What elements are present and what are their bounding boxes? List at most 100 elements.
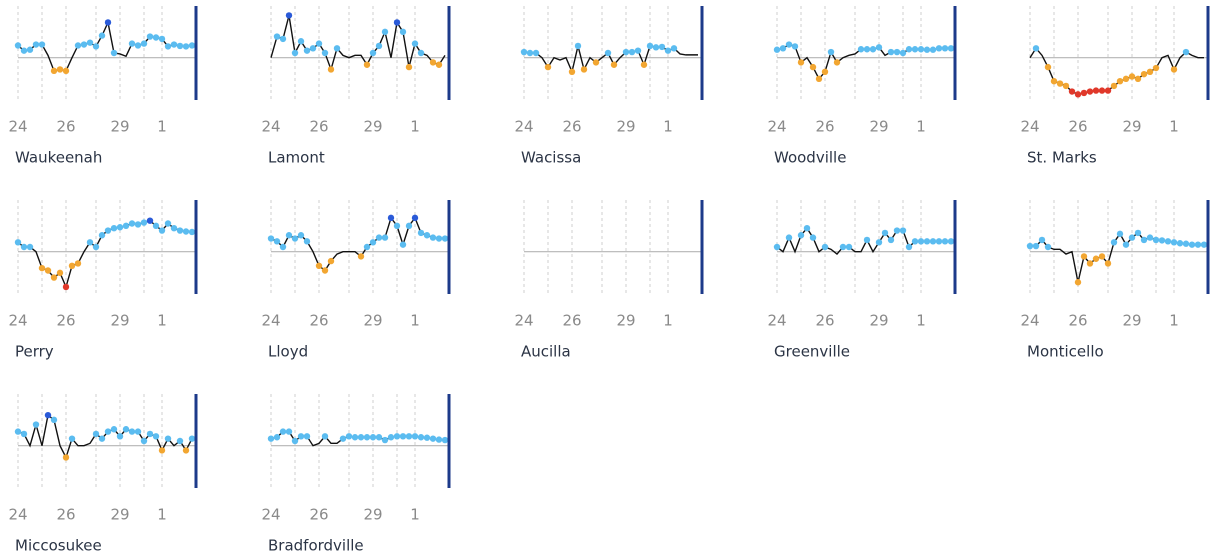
point bbox=[339, 435, 347, 442]
point bbox=[176, 42, 184, 50]
point bbox=[327, 66, 335, 73]
point bbox=[98, 32, 106, 39]
x-tick-label: 29 bbox=[363, 506, 382, 524]
point bbox=[62, 283, 70, 291]
point bbox=[285, 12, 293, 19]
x-tick-label: 1 bbox=[410, 118, 420, 136]
point bbox=[357, 253, 365, 260]
point bbox=[387, 434, 395, 441]
point bbox=[140, 219, 148, 226]
point bbox=[1116, 230, 1124, 238]
point bbox=[393, 19, 401, 26]
point bbox=[182, 228, 190, 235]
point bbox=[803, 225, 811, 232]
point bbox=[14, 42, 22, 49]
point bbox=[893, 48, 901, 56]
point bbox=[62, 454, 70, 461]
point bbox=[170, 41, 178, 48]
point bbox=[273, 33, 281, 40]
x-tick-label: 1 bbox=[663, 312, 673, 330]
point bbox=[1086, 260, 1094, 267]
point bbox=[399, 241, 407, 248]
point bbox=[1032, 45, 1040, 52]
point bbox=[134, 428, 142, 435]
point bbox=[128, 40, 136, 47]
point bbox=[1140, 70, 1148, 78]
panel-title: Lamont bbox=[268, 149, 325, 167]
panel: 24 26 29 1 Aucilla bbox=[514, 200, 704, 361]
point bbox=[393, 222, 401, 230]
point bbox=[1164, 238, 1172, 245]
point bbox=[297, 232, 305, 239]
point bbox=[74, 42, 82, 49]
point bbox=[423, 434, 431, 441]
point bbox=[1068, 88, 1076, 95]
panel-title: Lloyd bbox=[268, 343, 308, 361]
x-tick-label: 26 bbox=[1068, 312, 1087, 330]
point bbox=[869, 46, 877, 53]
point bbox=[399, 433, 407, 440]
point bbox=[429, 59, 437, 66]
point bbox=[50, 67, 58, 75]
x-tick-label: 1 bbox=[916, 312, 926, 330]
x-tick-label: 26 bbox=[56, 312, 75, 330]
point bbox=[1140, 236, 1148, 244]
point bbox=[941, 45, 949, 52]
point bbox=[809, 63, 817, 71]
point bbox=[26, 46, 34, 53]
panel-title: Perry bbox=[15, 343, 54, 361]
point bbox=[357, 434, 365, 441]
point bbox=[779, 45, 787, 52]
point bbox=[279, 428, 287, 435]
point bbox=[164, 435, 172, 442]
point bbox=[833, 59, 841, 66]
x-tick-label: 24 bbox=[261, 506, 280, 524]
point bbox=[640, 61, 648, 68]
point bbox=[429, 234, 437, 241]
panel: 24 26 29 1 Wacissa bbox=[514, 6, 704, 167]
panel-title: Aucilla bbox=[521, 343, 571, 361]
point bbox=[1092, 255, 1100, 262]
panel-title: Bradfordville bbox=[268, 537, 364, 555]
point bbox=[321, 433, 329, 440]
point bbox=[116, 433, 124, 440]
point bbox=[164, 220, 172, 227]
point bbox=[622, 48, 630, 56]
point bbox=[375, 434, 383, 441]
panel: 24 26 29 1 St. Marks bbox=[1020, 6, 1210, 167]
x-tick-label: 29 bbox=[110, 506, 129, 524]
point bbox=[44, 411, 52, 419]
point bbox=[797, 232, 805, 239]
point bbox=[104, 227, 112, 234]
point bbox=[381, 234, 389, 241]
point bbox=[646, 42, 654, 50]
point bbox=[20, 243, 28, 251]
point bbox=[104, 19, 112, 26]
x-tick-label: 1 bbox=[157, 118, 167, 136]
point bbox=[544, 63, 552, 71]
point bbox=[86, 239, 94, 246]
point bbox=[14, 239, 22, 246]
point bbox=[321, 267, 329, 274]
point bbox=[381, 28, 389, 36]
point bbox=[405, 433, 413, 440]
point bbox=[291, 49, 299, 57]
point bbox=[375, 42, 383, 50]
point bbox=[947, 45, 955, 52]
point bbox=[1080, 253, 1088, 260]
x-tick-label: 24 bbox=[1020, 312, 1039, 330]
point bbox=[405, 63, 413, 71]
x-tick-label: 29 bbox=[1122, 312, 1141, 330]
point bbox=[1146, 234, 1154, 241]
point bbox=[122, 222, 130, 230]
point bbox=[182, 447, 190, 454]
point bbox=[32, 421, 40, 428]
x-tick-label: 24 bbox=[1020, 118, 1039, 136]
point bbox=[110, 225, 118, 232]
point bbox=[1032, 242, 1040, 250]
point bbox=[285, 232, 293, 239]
point bbox=[1104, 87, 1112, 94]
point bbox=[905, 243, 913, 251]
x-tick-label: 1 bbox=[410, 506, 420, 524]
point bbox=[267, 235, 275, 242]
